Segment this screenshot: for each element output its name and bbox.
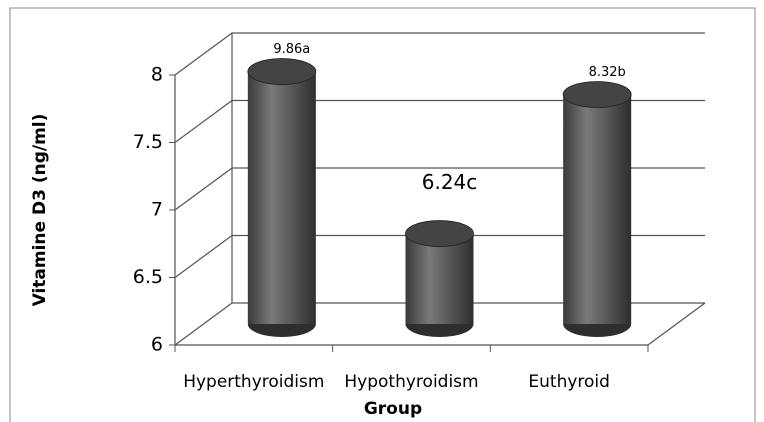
bar xyxy=(405,220,474,337)
bar-top xyxy=(562,81,632,108)
chart-border xyxy=(9,7,756,422)
bar-top xyxy=(405,220,474,247)
y-axis-title: Vitamine D3 (ng/ml) xyxy=(30,114,50,307)
x-tick-label: Hyperthyroidism xyxy=(183,372,324,392)
x-axis-title: Group xyxy=(364,399,422,419)
y-tick-label: 7 xyxy=(151,199,163,221)
y-tick-label: 6.5 xyxy=(133,266,163,288)
y-tick-label: 6 xyxy=(151,334,163,356)
x-tick-label: Hypothyroidism xyxy=(344,372,478,392)
bar-body xyxy=(247,71,316,324)
bar xyxy=(562,81,632,337)
bar xyxy=(247,58,317,337)
annotation: 6.24c xyxy=(422,170,478,194)
annotation: 8.32b xyxy=(589,65,626,80)
grid-line xyxy=(174,302,705,346)
y-tick-label: 8 xyxy=(151,64,163,86)
bar-body xyxy=(563,94,632,324)
grid-line xyxy=(174,167,705,211)
grid-line xyxy=(174,32,705,76)
grid-line xyxy=(174,99,705,143)
annotation: 9.86a xyxy=(273,42,310,57)
y-tick-label: 7.5 xyxy=(133,131,163,153)
bar-top xyxy=(247,58,317,85)
bar-body xyxy=(405,233,474,324)
x-tick-label: Euthyroid xyxy=(528,372,610,392)
grid-line xyxy=(174,234,705,278)
